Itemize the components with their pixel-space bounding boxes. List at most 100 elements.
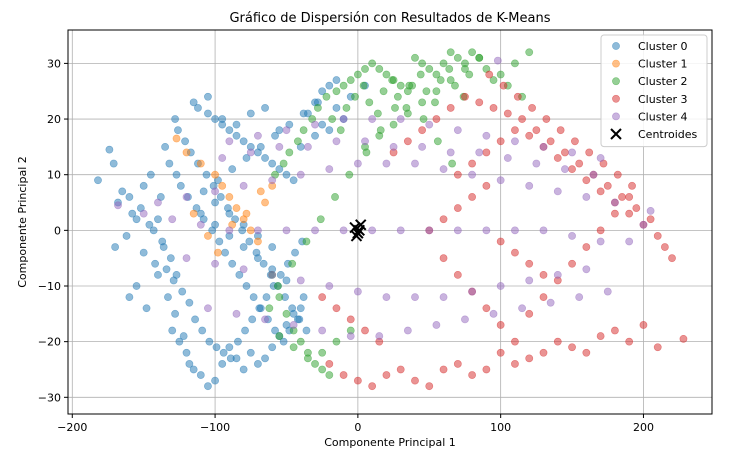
data-point — [111, 243, 120, 251]
data-point — [225, 209, 234, 218]
data-point — [482, 131, 491, 140]
data-point — [585, 148, 594, 157]
data-point — [159, 243, 168, 251]
data-point — [296, 337, 305, 346]
data-point — [271, 326, 279, 335]
data-point — [232, 309, 241, 318]
data-point — [139, 209, 148, 218]
y-axis-label: Componente Principal 2 — [16, 156, 29, 288]
series-4 — [114, 56, 655, 340]
data-point — [182, 348, 191, 357]
data-point — [282, 126, 291, 135]
data-point — [411, 293, 419, 302]
data-point — [149, 226, 158, 235]
data-point — [418, 126, 427, 135]
data-point — [625, 337, 634, 346]
data-point — [361, 65, 369, 73]
data-point — [219, 348, 228, 357]
data-point — [525, 181, 534, 190]
data-point — [254, 360, 262, 368]
y-axis-ticks: −30 −20 −10 0 10 20 30 — [38, 57, 68, 404]
data-point — [375, 65, 384, 73]
data-point — [525, 309, 534, 318]
data-point — [525, 48, 534, 57]
data-point — [468, 371, 477, 379]
data-point — [196, 159, 205, 168]
data-point — [568, 148, 576, 157]
data-point — [239, 265, 248, 274]
data-point — [313, 104, 322, 112]
data-point — [154, 270, 162, 279]
data-point — [439, 365, 448, 374]
data-point — [546, 298, 555, 307]
data-point — [556, 126, 565, 135]
legend-marker — [612, 112, 620, 121]
data-point — [373, 109, 382, 118]
data-point — [489, 104, 498, 112]
series-1 — [172, 134, 277, 257]
data-point — [346, 332, 355, 340]
data-point — [204, 304, 212, 313]
data-point — [418, 59, 427, 68]
data-point — [216, 193, 225, 201]
data-point — [176, 181, 185, 190]
data-point — [218, 181, 227, 190]
data-point — [168, 326, 177, 335]
data-point — [189, 98, 198, 107]
data-point — [596, 226, 605, 235]
data-point — [582, 176, 591, 185]
data-point — [249, 293, 258, 302]
data-point — [446, 76, 455, 84]
data-point — [396, 115, 405, 123]
data-point — [182, 193, 191, 201]
data-point — [532, 126, 541, 135]
data-point — [198, 326, 207, 335]
data-point — [525, 259, 534, 268]
data-point — [268, 270, 277, 279]
data-point — [468, 287, 477, 296]
data-point — [382, 371, 391, 379]
data-point — [279, 159, 288, 168]
data-point — [204, 232, 212, 240]
data-point — [553, 270, 562, 279]
data-point — [118, 187, 127, 196]
data-point — [199, 187, 208, 196]
data-point — [289, 176, 298, 185]
data-point — [196, 209, 205, 218]
data-point — [293, 137, 302, 146]
data-point — [553, 154, 562, 162]
data-point — [439, 165, 448, 174]
data-point — [499, 81, 508, 90]
data-point — [242, 282, 251, 290]
data-point — [178, 287, 187, 296]
data-point — [539, 348, 548, 357]
data-point — [611, 198, 619, 207]
data-point — [596, 237, 605, 246]
data-point — [211, 198, 219, 207]
data-point — [296, 304, 305, 313]
data-point — [196, 371, 205, 379]
data-point — [475, 148, 484, 157]
data-point — [322, 92, 331, 101]
data-point — [182, 254, 191, 263]
data-point — [496, 176, 505, 185]
data-point — [185, 360, 194, 368]
data-point — [325, 371, 334, 379]
data-point — [262, 293, 271, 302]
data-point — [242, 209, 251, 218]
data-point — [225, 137, 234, 146]
data-point — [316, 215, 325, 224]
data-point — [482, 148, 491, 157]
data-point — [465, 70, 474, 79]
data-point — [553, 337, 562, 346]
plot-frame — [67, 29, 713, 415]
data-point — [215, 237, 224, 246]
data-point — [425, 382, 434, 391]
data-point — [553, 187, 562, 196]
data-point — [432, 115, 441, 123]
data-point — [232, 204, 241, 212]
data-point — [436, 76, 445, 84]
data-point — [646, 206, 655, 215]
data-point — [132, 215, 141, 224]
data-point — [632, 204, 641, 212]
